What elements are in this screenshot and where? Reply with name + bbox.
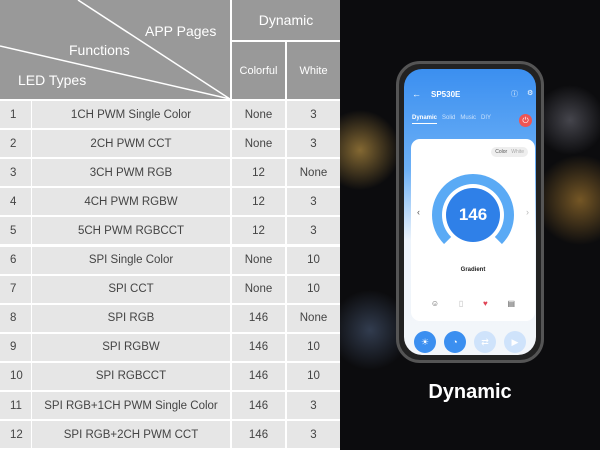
colorful-header-text: Colorful — [239, 64, 278, 77]
cell-no: 11 — [0, 392, 31, 419]
tab-diy[interactable]: DIY — [481, 115, 492, 121]
cell-colorful: 146 — [232, 421, 285, 449]
cell-white: None — [287, 159, 340, 187]
play-button[interactable]: ▶ — [504, 331, 526, 353]
cell-no: 9 — [0, 333, 31, 361]
led-types-table: APP Pages Functions LED Types Dynamic Co… — [0, 0, 340, 450]
cell-type: SPI RGB+1CH PWM Single Color — [32, 392, 230, 419]
back-icon[interactable]: ← — [412, 89, 421, 99]
app-preview-panel: ← SP530E ⓘ ⚙ Dynamic Solid Music DIY ⏻ Colo… — [340, 0, 600, 450]
heart-icon[interactable]: ♥ — [482, 299, 488, 308]
cell-type: 5CH PWM RGBCCT — [32, 217, 230, 245]
cell-no: 5 — [0, 217, 31, 245]
cell-no: 4 — [0, 188, 31, 216]
dynamic-card: Color White 146 ‹ › Gradient ☺ ▯ ♥ ▤ — [411, 139, 535, 321]
cell-colorful: 12 — [232, 188, 285, 216]
cell-no: 1 — [0, 101, 31, 128]
white-header-text: White — [299, 64, 328, 77]
cell-type: SPI RGBCCT — [32, 362, 230, 390]
cell-white: None — [287, 304, 340, 332]
color-white-toggle[interactable]: Color White — [491, 147, 528, 157]
mode-dial[interactable] — [432, 174, 514, 256]
cell-no: 12 — [0, 421, 31, 449]
cell-colorful: 146 — [232, 392, 285, 419]
cell-type: 1CH PWM Single Color — [32, 101, 230, 128]
white-toggle[interactable]: White — [511, 149, 524, 155]
app-pages-label: APP Pages — [145, 23, 217, 39]
phone-screen: ← SP530E ⓘ ⚙ Dynamic Solid Music DIY ⏻ Colo… — [404, 69, 536, 355]
cell-white: 10 — [287, 362, 340, 390]
cell-type: SPI CCT — [32, 275, 230, 303]
cell-type: SPI RGB+2CH PWM CCT — [32, 421, 230, 449]
cell-white: 3 — [287, 217, 340, 245]
cell-colorful: 12 — [232, 217, 285, 245]
cell-type: SPI Single Color — [32, 246, 230, 274]
mode-name: Gradient — [460, 267, 486, 273]
cell-type: 4CH PWM RGBW — [32, 188, 230, 216]
next-arrow-icon[interactable]: › — [526, 207, 529, 217]
phone-mockup: ← SP530E ⓘ ⚙ Dynamic Solid Music DIY ⏻ Colo… — [396, 61, 544, 363]
list-icon[interactable]: ▤ — [507, 299, 516, 308]
functions-label: Functions — [69, 42, 130, 58]
cell-white: 3 — [287, 188, 340, 216]
cell-white: 10 — [287, 275, 340, 303]
cell-colorful: None — [232, 275, 285, 303]
cell-colorful: None — [232, 101, 285, 128]
tab-music[interactable]: Music — [460, 115, 477, 121]
tab-solid[interactable]: Solid — [442, 115, 456, 121]
mode-number-circle: 146 — [446, 188, 500, 242]
cell-no: 6 — [0, 246, 31, 274]
cell-colorful: 146 — [232, 304, 285, 332]
cell-type: 3CH PWM RGB — [32, 159, 230, 187]
cell-no: 7 — [0, 275, 31, 303]
led-types-label: LED Types — [18, 72, 87, 88]
white-header: White — [287, 42, 340, 99]
device-name: SP530E — [431, 90, 461, 99]
cycle-button[interactable]: ⇄ — [474, 331, 496, 353]
cell-colorful: None — [232, 246, 285, 274]
cell-type: SPI RGB — [32, 304, 230, 332]
diagonal-header: APP Pages Functions LED Types — [0, 0, 230, 99]
dynamic-header-text: Dynamic — [258, 12, 314, 28]
cell-white: 3 — [287, 101, 340, 128]
brightness-button[interactable]: ☀ — [414, 331, 436, 353]
speed-button[interactable]: ◔ — [444, 331, 466, 353]
cell-no: 10 — [0, 362, 31, 390]
cell-white: 3 — [287, 130, 340, 158]
tab-dynamic[interactable]: Dynamic — [412, 115, 438, 124]
help-icon[interactable]: ⓘ — [511, 91, 518, 98]
cell-type: 2CH PWM CCT — [32, 130, 230, 158]
power-button[interactable]: ⏻ — [519, 114, 532, 127]
cell-no: 8 — [0, 304, 31, 332]
emoji-icon[interactable]: ☺ — [430, 299, 440, 308]
cell-colorful: 146 — [232, 362, 285, 390]
diagonal-lines — [0, 0, 230, 99]
settings-icon[interactable]: ⚙ — [527, 90, 534, 97]
cell-no: 2 — [0, 130, 31, 158]
prev-arrow-icon[interactable]: ‹ — [417, 207, 420, 217]
cell-colorful: 146 — [232, 333, 285, 361]
cell-white: 3 — [287, 421, 340, 449]
cell-type: SPI RGBW — [32, 333, 230, 361]
color-toggle[interactable]: Color — [495, 149, 508, 155]
cell-no: 3 — [0, 159, 31, 187]
caption: Dynamic — [428, 381, 512, 403]
cell-white: 3 — [287, 392, 340, 419]
cell-colorful: 12 — [232, 159, 285, 187]
cell-colorful: None — [232, 130, 285, 158]
cell-white: 10 — [287, 246, 340, 274]
pause-icon[interactable]: ▯ — [458, 299, 464, 308]
dynamic-header: Dynamic — [232, 0, 340, 40]
cell-white: 10 — [287, 333, 340, 361]
colorful-header: Colorful — [232, 42, 285, 99]
